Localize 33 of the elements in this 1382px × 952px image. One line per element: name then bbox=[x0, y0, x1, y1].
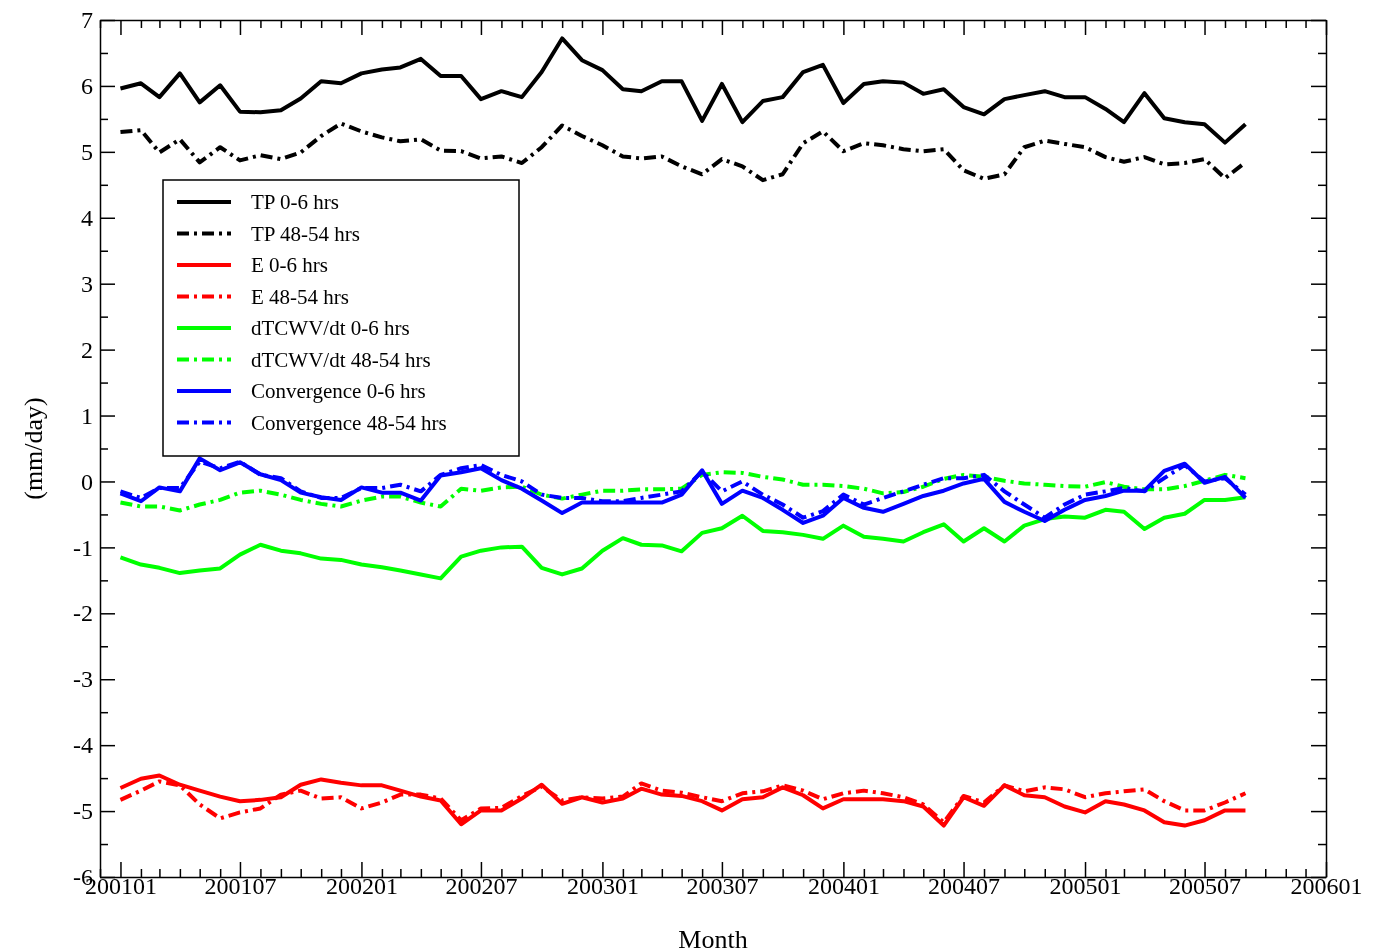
y-tick-label: 4 bbox=[81, 204, 93, 231]
legend-label: Convergence 0-6 hrs bbox=[251, 379, 426, 403]
legend-label: E 48-54 hrs bbox=[251, 284, 349, 309]
legend-label: TP 48-54 hrs bbox=[251, 221, 360, 246]
y-tick-label: -1 bbox=[73, 534, 93, 561]
y-tick-label: 5 bbox=[81, 139, 93, 166]
y-tick-label: 6 bbox=[81, 73, 93, 100]
y-tick-label: 7 bbox=[81, 7, 93, 34]
x-tick-label: 200507 bbox=[1169, 873, 1242, 899]
legend-label: dTCWV/dt 48-54 hrs bbox=[251, 347, 431, 372]
x-axis-title: Month bbox=[678, 925, 748, 952]
x-tick-label: 200307 bbox=[686, 873, 759, 899]
x-tick-label: 200401 bbox=[807, 873, 880, 899]
legend-label: dTCWV/dt 0-6 hrs bbox=[251, 316, 410, 340]
y-tick-label: -3 bbox=[73, 666, 93, 693]
legend-label: E 0-6 hrs bbox=[251, 253, 328, 277]
y-axis-title: (mm/day) bbox=[19, 397, 48, 500]
x-tick-label: 200407 bbox=[928, 873, 1001, 899]
y-tick-label: -2 bbox=[73, 600, 93, 627]
y-tick-label: -4 bbox=[73, 732, 93, 759]
y-tick-label: 0 bbox=[81, 468, 93, 495]
x-tick-label: 200601 bbox=[1290, 873, 1363, 899]
x-tick-label: 200107 bbox=[204, 873, 277, 899]
x-tick-label: 200207 bbox=[445, 873, 518, 899]
legend-label: Convergence 48-54 hrs bbox=[251, 410, 447, 435]
x-tick-label: 200501 bbox=[1049, 873, 1122, 899]
y-tick-label: -5 bbox=[73, 798, 93, 825]
x-tick-label: 200201 bbox=[325, 873, 398, 899]
legend-label: TP 0-6 hrs bbox=[251, 190, 339, 214]
y-tick-label: 3 bbox=[81, 270, 93, 297]
y-tick-label: 2 bbox=[81, 336, 93, 363]
x-tick-label: 200301 bbox=[566, 873, 639, 899]
y-tick-label: 1 bbox=[81, 402, 93, 429]
